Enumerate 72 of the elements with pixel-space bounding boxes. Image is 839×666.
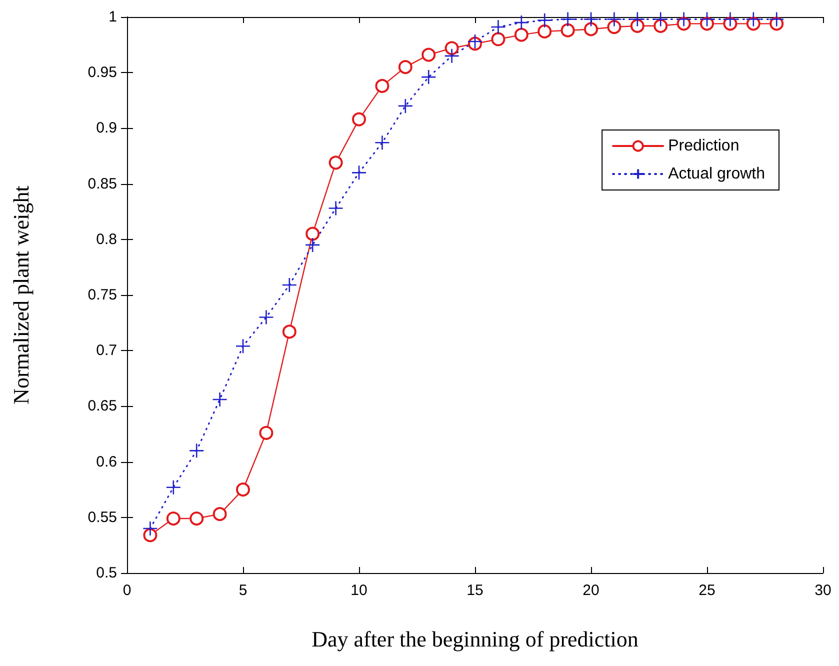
point — [606, 12, 622, 27]
y-tick-label: 0.5 — [96, 564, 117, 582]
x-tick-label: 25 — [698, 582, 716, 599]
legend-label: Actual growth — [668, 166, 765, 182]
point — [259, 426, 274, 440]
point — [444, 48, 460, 64]
point — [166, 480, 182, 496]
y-tick-label: 1 — [108, 8, 117, 26]
x-tick-label: 20 — [582, 582, 600, 599]
point — [583, 12, 599, 27]
point — [630, 18, 644, 33]
point — [652, 12, 668, 27]
point — [514, 14, 530, 30]
point — [328, 156, 343, 170]
point — [491, 32, 506, 46]
point — [398, 98, 414, 114]
point — [142, 520, 158, 536]
y-axis-title: Normalized plant weight — [8, 186, 34, 404]
point — [584, 22, 598, 36]
point — [654, 18, 668, 33]
point — [422, 48, 436, 62]
point — [420, 69, 436, 85]
point — [467, 34, 483, 50]
point — [190, 512, 204, 526]
point — [490, 19, 506, 35]
point — [374, 135, 390, 150]
point — [560, 12, 576, 27]
x-tick-label: 30 — [814, 582, 832, 599]
y-tick-label: 0.95 — [88, 64, 117, 82]
point — [236, 482, 250, 497]
point — [351, 165, 367, 180]
x-axis-title: Day after the beginning of prediction — [312, 626, 638, 652]
point — [375, 78, 390, 93]
point — [352, 112, 366, 126]
point — [722, 12, 738, 27]
x-tick-label: 0 — [122, 582, 132, 599]
point — [306, 226, 320, 241]
legend-label: Prediction — [668, 138, 740, 154]
y-tick-label: 0.6 — [96, 453, 117, 470]
x-tick-label: 15 — [466, 582, 484, 599]
x-tick-label: 10 — [350, 582, 368, 599]
point — [444, 41, 459, 56]
point — [676, 12, 692, 27]
point — [282, 324, 296, 339]
point — [188, 443, 204, 458]
point — [212, 392, 228, 408]
point — [768, 12, 784, 27]
point — [630, 12, 646, 27]
y-tick-label: 0.85 — [88, 175, 117, 192]
y-tick-label: 0.75 — [88, 286, 117, 304]
point — [166, 512, 180, 526]
point — [143, 528, 158, 542]
point — [328, 200, 344, 216]
y-tick-label: 0.65 — [88, 398, 117, 415]
point — [538, 24, 552, 38]
y-tick-label: 0.55 — [88, 508, 117, 526]
x-tick-label: 5 — [238, 582, 248, 599]
point — [212, 507, 227, 522]
point — [304, 237, 320, 253]
point — [699, 12, 715, 27]
point — [258, 310, 274, 325]
point — [282, 277, 298, 293]
point — [398, 60, 412, 74]
point — [514, 28, 528, 42]
y-tick-label: 0.8 — [96, 230, 117, 248]
y-tick-label: 0.7 — [96, 342, 117, 360]
point — [235, 338, 251, 354]
point — [536, 12, 552, 28]
point — [560, 23, 575, 38]
point — [607, 20, 622, 34]
y-tick-label: 0.9 — [96, 120, 117, 137]
point — [746, 12, 762, 27]
